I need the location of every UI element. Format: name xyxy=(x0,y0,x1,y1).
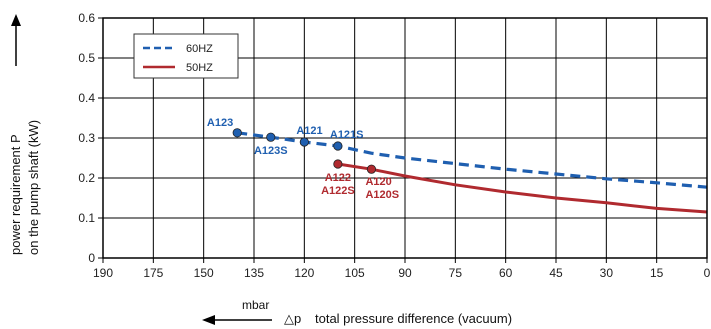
data-point-label: A123S xyxy=(254,145,288,157)
series-layer xyxy=(236,131,708,214)
data-point-marker xyxy=(299,137,309,147)
x-tick-label: 0 xyxy=(704,266,711,280)
y-tick-labels: 0 0.1 0.2 0.3 0.4 0.5 0.6 xyxy=(78,11,95,265)
y-tick-label: 0.3 xyxy=(78,131,95,145)
y-axis-arrow-head xyxy=(11,14,21,26)
x-tick-label: 60 xyxy=(499,266,513,280)
legend-label-50hz: 50HZ xyxy=(186,62,213,74)
x-tick-label: 105 xyxy=(345,266,365,280)
legend-label-60hz: 60HZ xyxy=(186,43,213,55)
x-tick-label: 175 xyxy=(143,266,163,280)
y-axis-title-line1: power requirement P xyxy=(8,134,23,255)
y-tick-label: 0.2 xyxy=(78,171,95,185)
grid xyxy=(98,17,708,263)
data-point-label: A123 xyxy=(207,117,233,129)
data-point-label: A121S xyxy=(330,129,364,141)
x-tick-label: 135 xyxy=(244,266,264,280)
x-tick-labels: 190 175 150 135 120 105 90 75 60 45 30 15 0 xyxy=(93,266,711,280)
y-tick-label: 0.1 xyxy=(78,211,95,225)
data-point-label: A122 A122S xyxy=(321,172,355,197)
marker-layer: A123 A123S A121 A121S A122 A122S A120 A120S xyxy=(207,117,399,201)
legend-box xyxy=(133,33,239,79)
x-tick-label: 30 xyxy=(600,266,614,280)
data-point-marker xyxy=(366,164,377,174)
legend: 60HZ 50HZ xyxy=(133,33,239,79)
y-tick-label: 0.6 xyxy=(78,11,95,25)
x-axis-arrow-head xyxy=(202,315,215,325)
data-point-marker xyxy=(232,128,242,138)
x-tick-label: 190 xyxy=(93,266,113,280)
data-point-marker xyxy=(333,159,343,169)
data-point-label: A120 A120S xyxy=(365,176,399,201)
y-axis-title: power requirement P on the pump shaft (k… xyxy=(8,14,41,255)
x-axis-title: mbar △p total pressure difference (vacuu… xyxy=(202,298,512,326)
data-point-marker xyxy=(266,132,276,142)
x-axis-title-text: total pressure difference (vacuum) xyxy=(315,311,512,326)
x-axis-unit: mbar xyxy=(242,298,269,312)
y-tick-label: 0 xyxy=(88,251,95,265)
data-point-label: A121 xyxy=(296,125,322,137)
data-point-marker xyxy=(333,141,343,151)
x-tick-label: 15 xyxy=(650,266,664,280)
y-tick-label: 0.4 xyxy=(78,91,95,105)
y-tick-label: 0.5 xyxy=(78,51,95,65)
plot-frame xyxy=(102,17,708,259)
x-tick-label: 45 xyxy=(549,266,563,280)
x-tick-label: 75 xyxy=(449,266,463,280)
series-line-50hz xyxy=(337,162,708,214)
x-tick-label: 120 xyxy=(294,266,314,280)
y-axis-title-line2: on the pump shaft (kW) xyxy=(26,120,41,255)
x-tick-label: 90 xyxy=(398,266,412,280)
series-line-60hz xyxy=(236,131,708,189)
x-tick-label: 150 xyxy=(194,266,214,280)
x-axis-symbol: △p xyxy=(284,311,301,326)
